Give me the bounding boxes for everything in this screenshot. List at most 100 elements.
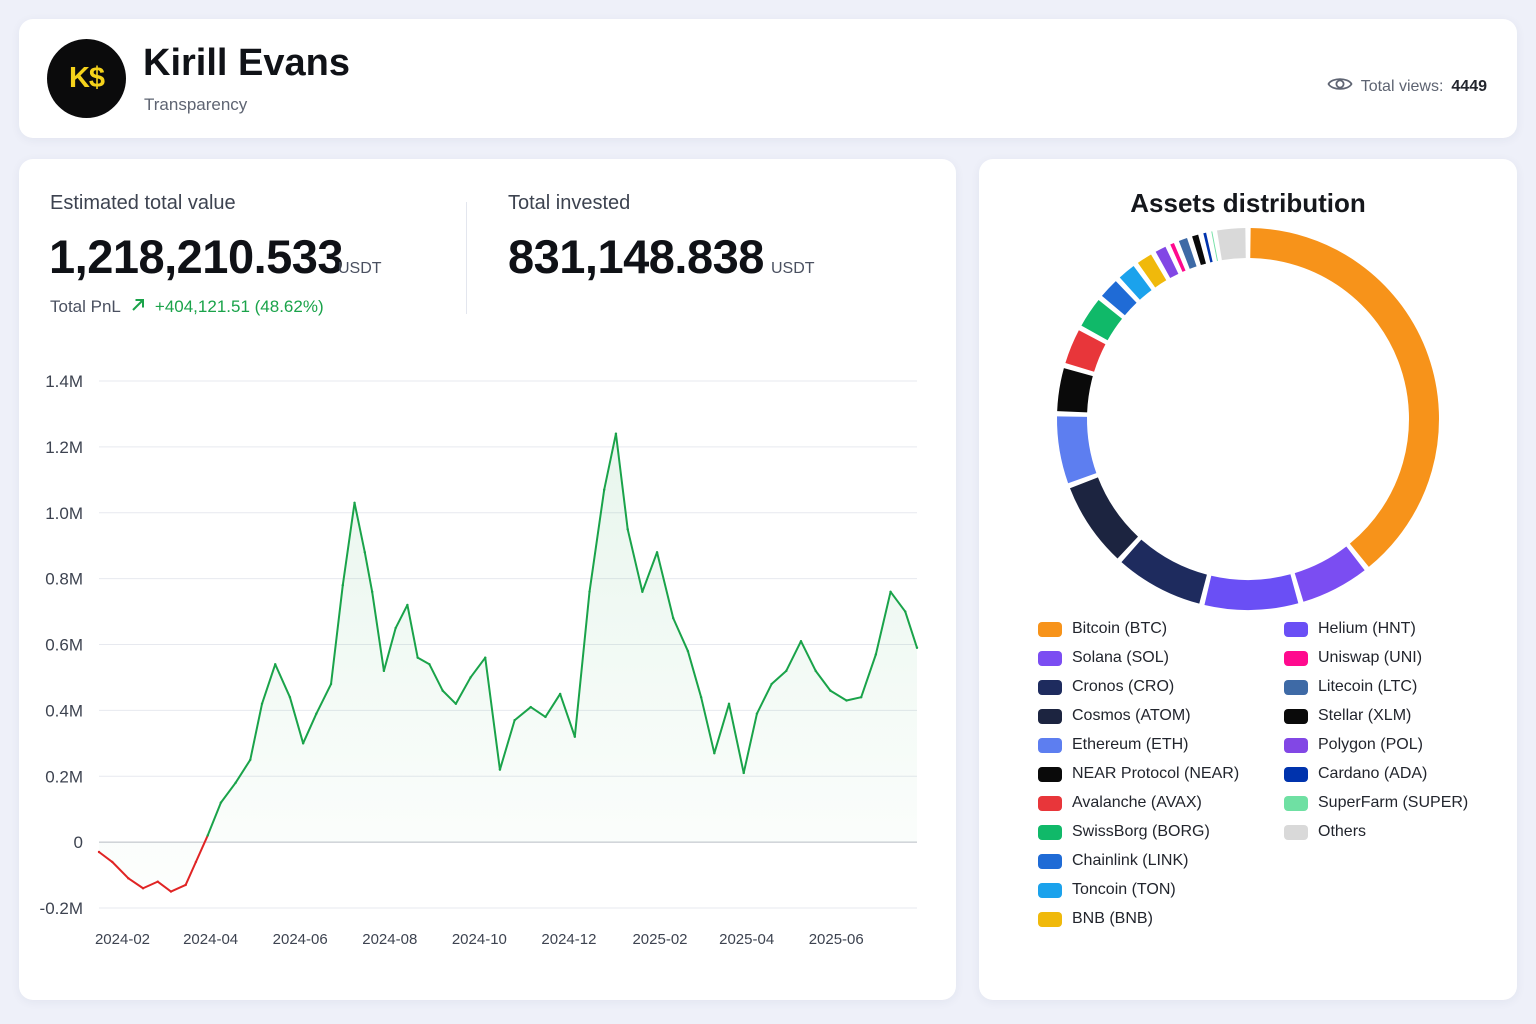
donut-slice — [1155, 246, 1179, 279]
data-point — [558, 692, 562, 696]
legend-swatch — [1038, 679, 1062, 695]
line-segment — [874, 590, 892, 656]
donut-slice — [1170, 242, 1186, 272]
legend-item: Cosmos (ATOM) — [1038, 707, 1191, 725]
y-tick-label: 1.2M — [45, 438, 83, 457]
views-label: Total views: — [1360, 77, 1444, 95]
data-point — [799, 640, 803, 643]
legend-item: NEAR Protocol (NEAR) — [1038, 765, 1239, 783]
line-segment — [371, 590, 385, 672]
line-segment — [302, 712, 318, 745]
legend-swatch — [1038, 621, 1062, 637]
legend-label: Helium (HNT) — [1318, 620, 1416, 637]
line-segment — [904, 610, 918, 649]
line-segment — [498, 719, 516, 771]
data-point — [206, 834, 209, 837]
line-segment — [484, 656, 501, 771]
legend-swatch — [1038, 766, 1062, 782]
line-segment — [382, 627, 397, 672]
line-segment — [845, 696, 863, 702]
x-tick-label: 2024-02 — [95, 931, 150, 948]
legend-label: SwissBorg (BORG) — [1072, 823, 1210, 840]
data-point — [699, 696, 703, 699]
line-segment — [614, 432, 629, 531]
line-segment — [770, 669, 788, 686]
legend-swatch — [1284, 824, 1308, 840]
legend-label: NEAR Protocol (NEAR) — [1072, 765, 1240, 782]
data-point — [484, 656, 487, 659]
legend-label: Toncoin (TON) — [1072, 881, 1176, 898]
data-point — [127, 877, 130, 880]
data-point — [329, 682, 333, 686]
data-point — [727, 702, 731, 705]
legend-label: Uniswap (UNI) — [1318, 649, 1423, 666]
data-point — [770, 682, 773, 686]
donut-slice — [1065, 330, 1106, 373]
data-point — [814, 669, 817, 673]
data-point — [513, 719, 516, 722]
y-tick-label: 1.4M — [45, 372, 83, 391]
donut-slice — [1203, 232, 1213, 263]
data-point — [602, 488, 606, 491]
line-segment — [219, 781, 237, 804]
x-tick-label: 2024-10 — [452, 931, 507, 948]
estimated-value-unit: USDT — [338, 260, 382, 277]
data-point — [353, 501, 356, 505]
assets-distribution-card: Assets distribution Bitcoin (BTC) Solana … — [979, 159, 1517, 1000]
data-point — [370, 590, 374, 593]
logo-text: K$ — [68, 62, 105, 94]
data-point — [97, 850, 101, 854]
views-count: 4449 — [1451, 77, 1487, 95]
legend-swatch — [1038, 650, 1062, 666]
legend-swatch — [1038, 911, 1062, 927]
line-segment — [194, 834, 209, 863]
x-tick-label: 2024-08 — [362, 931, 417, 948]
legend-item: SwissBorg (BORG) — [1038, 823, 1210, 841]
donut-slice — [1192, 234, 1207, 266]
legend-swatch — [1038, 708, 1062, 724]
donut-slice — [1294, 546, 1365, 602]
data-point — [428, 663, 431, 666]
legend-label: Cardano (ADA) — [1318, 765, 1428, 782]
legend-swatch — [1284, 621, 1308, 637]
profile-header: K$ Kirill Evans Transparency Total views… — [19, 19, 1517, 138]
donut-slice — [1178, 238, 1197, 269]
line-segment — [544, 692, 562, 718]
x-tick-label: 2025-04 — [719, 931, 774, 948]
data-point — [184, 883, 187, 887]
total-pnl: Total PnL +404,121.51 (48.62%) — [50, 297, 324, 317]
legend-item: Stellar (XLM) — [1284, 707, 1411, 725]
donut-slice — [1057, 416, 1097, 484]
legend-item: Avalanche (AVAX) — [1038, 794, 1202, 812]
estimated-value: 1,218,210.533 — [49, 230, 344, 283]
legend-label: BNB (BNB) — [1072, 910, 1153, 927]
data-point — [686, 649, 690, 653]
line-segment — [641, 551, 659, 593]
data-point — [406, 603, 409, 607]
data-point — [874, 653, 878, 656]
y-tick-label: 0 — [74, 833, 83, 852]
data-point — [641, 590, 644, 593]
data-point — [655, 551, 659, 554]
line-segment — [785, 640, 802, 672]
y-tick-label: 0.6M — [45, 636, 83, 655]
legend-swatch — [1284, 795, 1308, 811]
arrow-up-right-icon — [131, 297, 145, 317]
donut-slice — [1250, 228, 1439, 567]
data-point — [755, 712, 759, 715]
line-segment — [529, 706, 547, 718]
line-segment — [142, 880, 159, 890]
legend-label: Polygon (POL) — [1318, 736, 1423, 753]
legend-item: Bitcoin (BTC) — [1038, 620, 1167, 638]
line-segment — [742, 712, 758, 774]
line-segment — [406, 603, 419, 659]
line-segment — [394, 603, 409, 630]
legend-label: Stellar (XLM) — [1318, 707, 1412, 724]
data-point — [889, 590, 892, 593]
line-segment — [330, 584, 344, 686]
data-point — [394, 626, 397, 630]
legend-swatch — [1038, 853, 1062, 869]
value-area — [99, 433, 917, 892]
legend-item: Polygon (POL) — [1284, 736, 1423, 754]
legend-swatch — [1284, 679, 1308, 695]
